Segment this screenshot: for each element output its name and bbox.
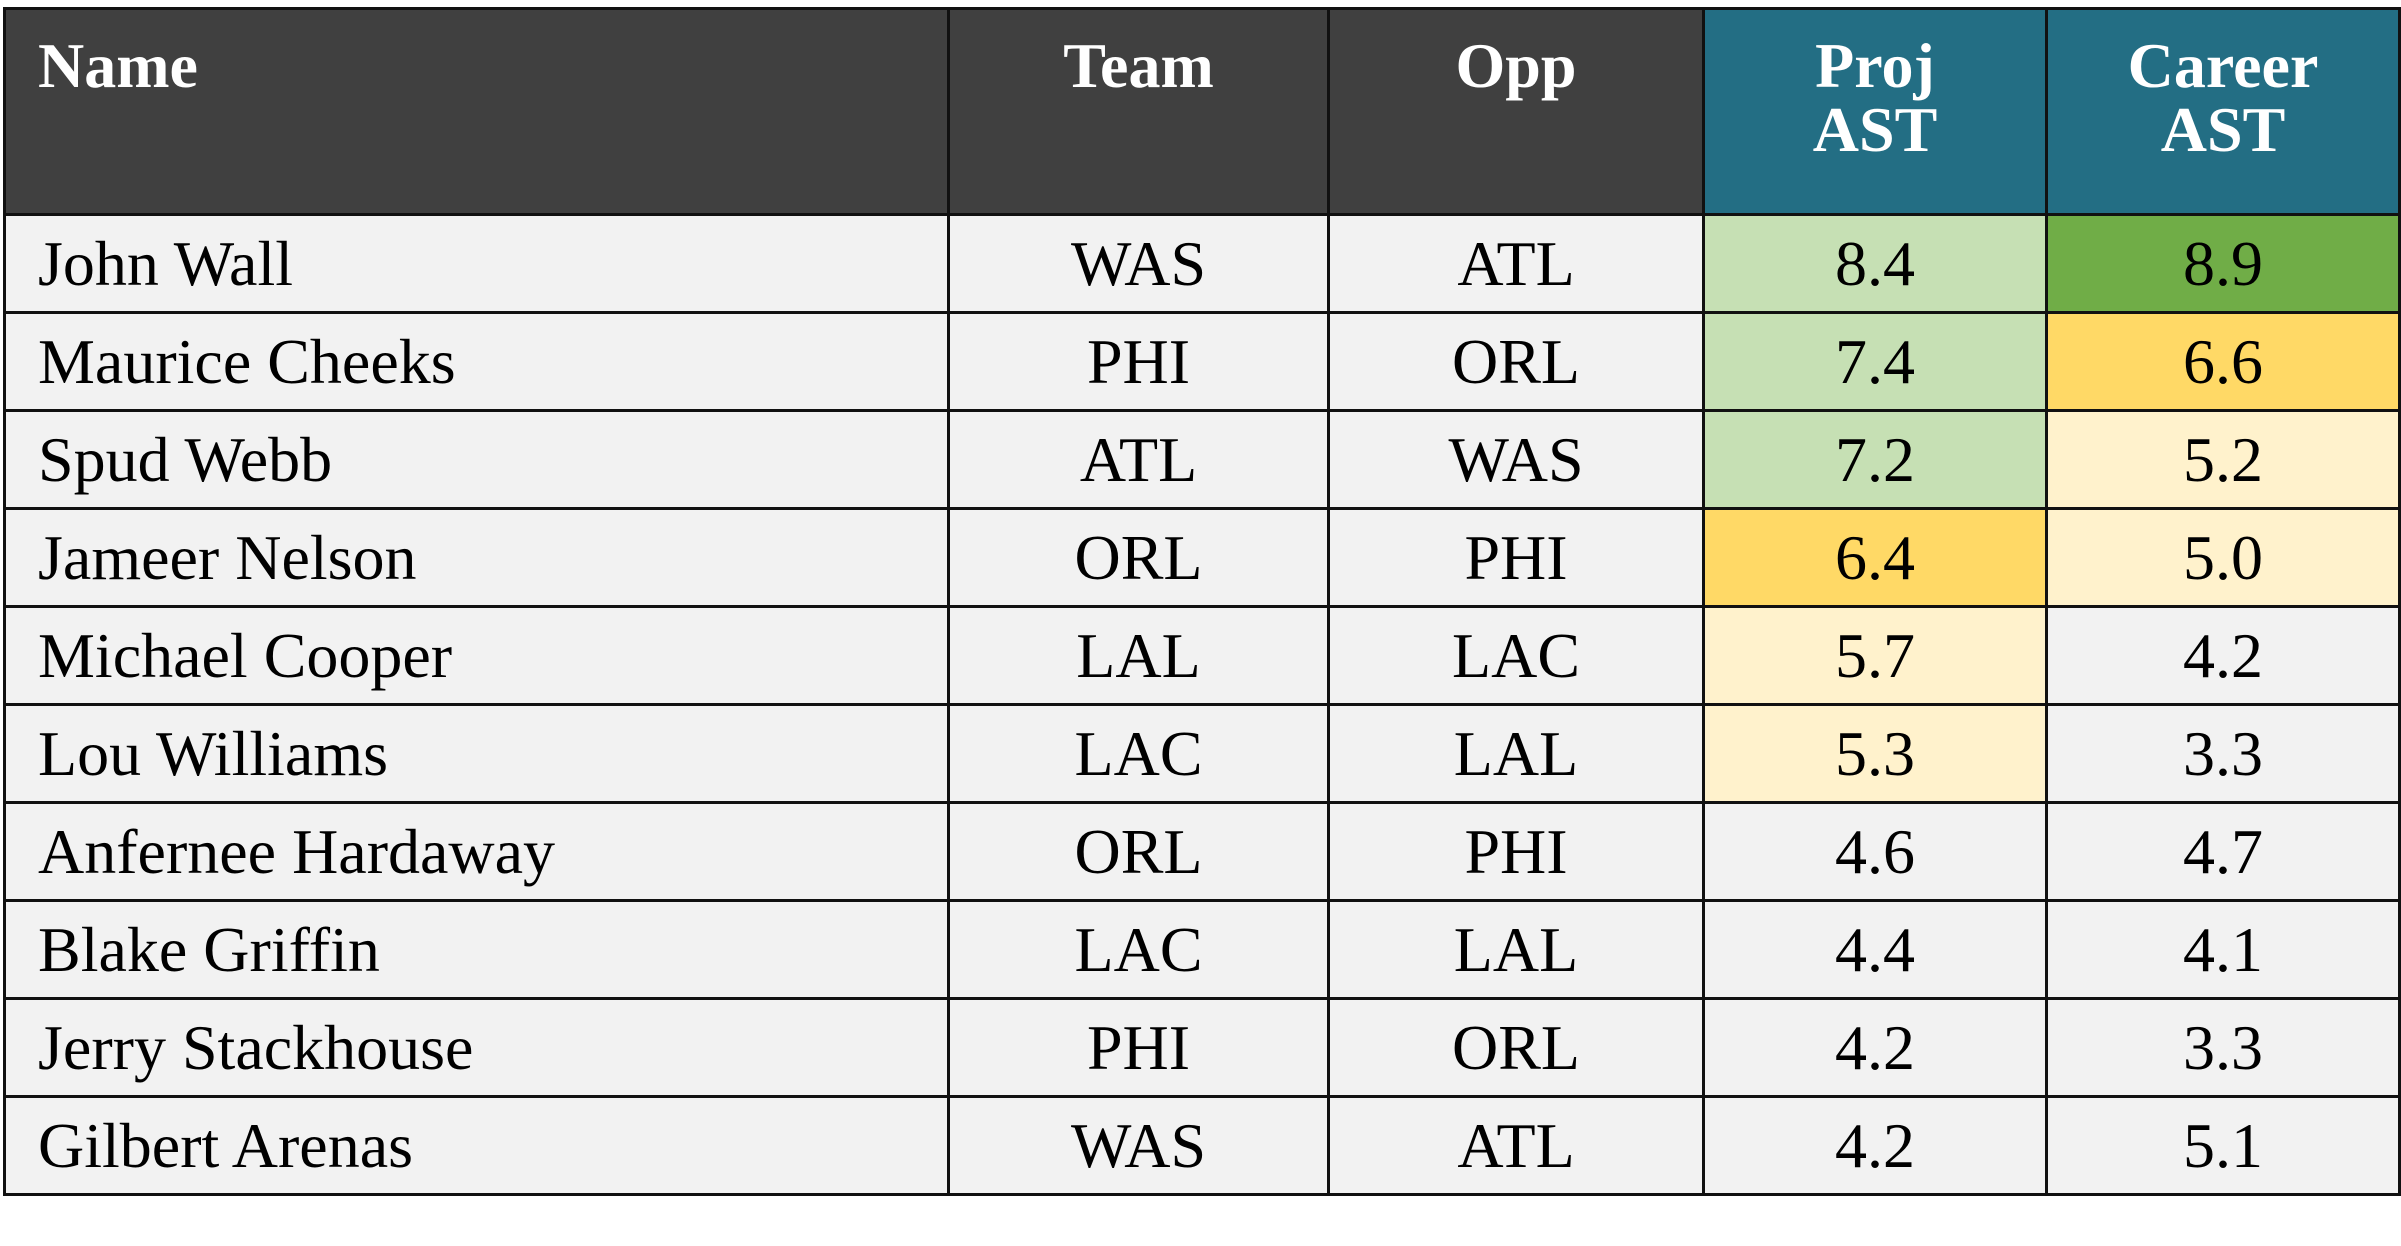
table-cell: Spud Webb	[3, 409, 950, 510]
table-row: John Wall WAS ATL 8.4 8.9	[3, 213, 2401, 314]
table-body: John Wall WAS ATL 8.4 8.9 Maurice Cheeks PHI OR…	[3, 213, 2401, 1196]
table-row: Lou Williams LAC LAL 5.3 3.3	[3, 703, 2401, 804]
header-cell: Career AST	[2045, 7, 2401, 216]
table-cell: 4.2	[1702, 1095, 2048, 1196]
table-cell: 8.4	[1702, 213, 2048, 314]
table-cell: Maurice Cheeks	[3, 311, 950, 412]
table-row: Jerry Stackhouse PHI ORL 4.2 3.3	[3, 997, 2401, 1098]
table-cell: ATL	[1327, 213, 1705, 314]
table-cell: WAS	[1327, 409, 1705, 510]
table-row: Maurice Cheeks PHI ORL 7.4 6.6	[3, 311, 2401, 412]
table-cell: WAS	[947, 213, 1330, 314]
table-cell: ORL	[947, 507, 1330, 608]
table-cell: 5.3	[1702, 703, 2048, 804]
header-cell: Team	[947, 7, 1330, 216]
table-header: Name Team Opp Proj AST Career AST	[3, 7, 2401, 216]
table-cell: 3.3	[2045, 997, 2401, 1098]
table-row: Spud Webb ATL WAS 7.2 5.2	[3, 409, 2401, 510]
table-cell: 5.7	[1702, 605, 2048, 706]
table-cell: Jerry Stackhouse	[3, 997, 950, 1098]
table-cell: PHI	[947, 997, 1330, 1098]
table-cell: ATL	[947, 409, 1330, 510]
table-cell: 3.3	[2045, 703, 2401, 804]
header-cell: Proj AST	[1702, 7, 2048, 216]
table-cell: 5.0	[2045, 507, 2401, 608]
table-cell: 4.4	[1702, 899, 2048, 1000]
table-cell: LAC	[947, 899, 1330, 1000]
table-cell: 7.2	[1702, 409, 2048, 510]
table-cell: LAC	[1327, 605, 1705, 706]
table-cell: ORL	[947, 801, 1330, 902]
table-cell: Jameer Nelson	[3, 507, 950, 608]
table-cell: 4.1	[2045, 899, 2401, 1000]
table-cell: ORL	[1327, 311, 1705, 412]
table-cell: PHI	[1327, 801, 1705, 902]
table-cell: Blake Griffin	[3, 899, 950, 1000]
table-cell: ORL	[1327, 997, 1705, 1098]
table-cell: PHI	[947, 311, 1330, 412]
table-cell: 4.7	[2045, 801, 2401, 902]
table-cell: John Wall	[3, 213, 950, 314]
assists-table: Name Team Opp Proj AST Career AST John Wall W…	[3, 7, 2401, 1196]
table-cell: LAL	[1327, 899, 1705, 1000]
table-row: Michael Cooper LAL LAC 5.7 4.2	[3, 605, 2401, 706]
header-row: Name Team Opp Proj AST Career AST	[3, 7, 2401, 216]
table-cell: Gilbert Arenas	[3, 1095, 950, 1196]
table-row: Gilbert Arenas WAS ATL 4.2 5.1	[3, 1095, 2401, 1196]
table-cell: ATL	[1327, 1095, 1705, 1196]
table-cell: Lou Williams	[3, 703, 950, 804]
table-row: Anfernee Hardaway ORL PHI 4.6 4.7	[3, 801, 2401, 902]
table-cell: 6.4	[1702, 507, 2048, 608]
table-cell: 5.1	[2045, 1095, 2401, 1196]
table-cell: 4.2	[1702, 997, 2048, 1098]
table-row: Blake Griffin LAC LAL 4.4 4.1	[3, 899, 2401, 1000]
header-cell: Opp	[1327, 7, 1705, 216]
table-row: Jameer Nelson ORL PHI 6.4 5.0	[3, 507, 2401, 608]
table-cell: Michael Cooper	[3, 605, 950, 706]
table-cell: WAS	[947, 1095, 1330, 1196]
table-cell: LAL	[1327, 703, 1705, 804]
header-cell: Name	[3, 7, 950, 216]
table-cell: PHI	[1327, 507, 1705, 608]
table-cell: 8.9	[2045, 213, 2401, 314]
table-cell: LAL	[947, 605, 1330, 706]
table-cell: Anfernee Hardaway	[3, 801, 950, 902]
table-cell: 5.2	[2045, 409, 2401, 510]
table-cell: 4.2	[2045, 605, 2401, 706]
table-cell: 7.4	[1702, 311, 2048, 412]
table-cell: 4.6	[1702, 801, 2048, 902]
table-cell: LAC	[947, 703, 1330, 804]
table-cell: 6.6	[2045, 311, 2401, 412]
